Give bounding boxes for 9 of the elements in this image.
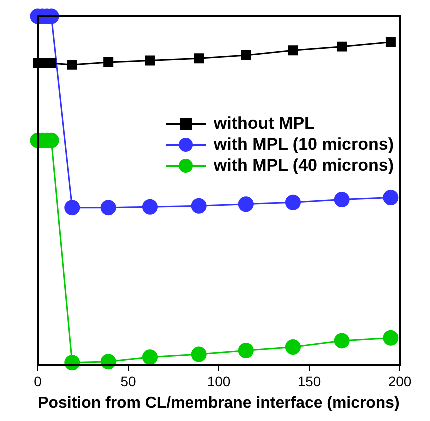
x-tick-label: 100 xyxy=(207,373,231,390)
x-tick-label: 50 xyxy=(120,373,136,390)
x-axis-title: Position from CL/membrane interface (microns) xyxy=(38,394,400,412)
x-tick-label: 0 xyxy=(34,373,42,390)
x-tick-label: 150 xyxy=(298,373,322,390)
legend-label: without MPL xyxy=(214,113,315,134)
legend-label: with MPL (10 microns) xyxy=(214,134,394,155)
legend-label: with MPL (40 microns) xyxy=(214,155,394,176)
x-tick-label: 200 xyxy=(388,373,412,390)
